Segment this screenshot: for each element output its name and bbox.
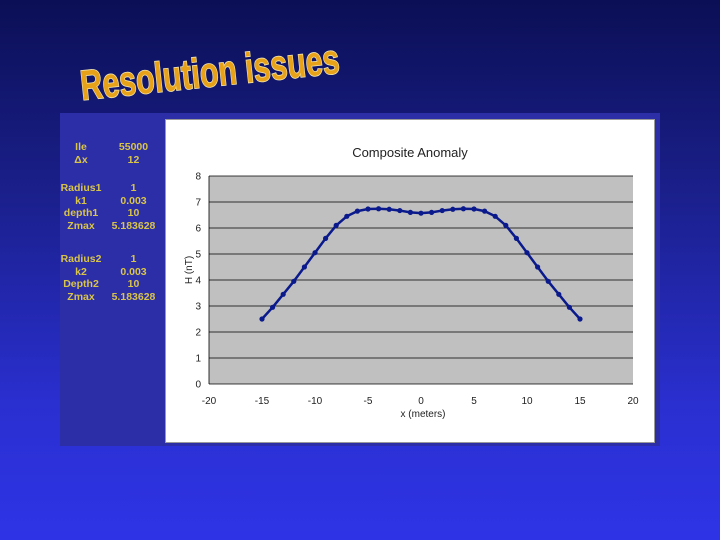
parameter-row: depth1 10: [60, 207, 165, 220]
parameter-row: k2 0.003: [60, 266, 165, 279]
y-tick-label: 1: [195, 354, 201, 365]
parameter-name: Δx: [74, 153, 88, 166]
content-panel: Ile 55000 Δx 12 Radius1 1 k1 0.003 depth1 10 Zmax…: [60, 113, 660, 446]
data-point: [344, 213, 350, 219]
parameter-table: Ile 55000 Δx 12 Radius1 1 k1 0.003 depth1 10 Zmax…: [60, 113, 165, 446]
x-tick-label: 5: [471, 396, 477, 407]
slide-title-text: Resolution issues: [78, 35, 341, 109]
chart-title: Composite Anomaly: [352, 145, 468, 160]
parameter-value: 10: [127, 207, 140, 219]
data-point: [439, 207, 445, 214]
x-tick-label: 15: [574, 396, 586, 407]
data-point: [397, 207, 403, 214]
parameter-value: 0.003: [120, 194, 147, 207]
data-point: [460, 206, 466, 212]
parameter-group-1: Ile 55000 Δx 12: [60, 141, 165, 166]
parameter-row: Zmax 5.183628: [60, 220, 165, 233]
parameter-row: Δx 12: [60, 154, 165, 167]
data-point: [429, 209, 435, 215]
data-point: [354, 208, 360, 214]
x-axis-ticks: -20 -15 -10 -5 0 5 10 15 20: [202, 396, 639, 407]
parameter-name: k2: [75, 265, 87, 278]
y-tick-label: 4: [195, 276, 201, 287]
x-tick-label: -10: [308, 396, 323, 407]
y-tick-label: 8: [195, 172, 201, 183]
y-tick-label: 7: [195, 198, 201, 209]
data-point: [482, 208, 488, 214]
parameter-row: Radius2 1: [60, 253, 165, 266]
y-tick-label: 0: [195, 380, 201, 391]
parameter-row: k1 0.003: [60, 195, 165, 208]
data-point: [450, 206, 456, 212]
data-point: [270, 304, 276, 310]
data-point: [365, 206, 371, 212]
y-axis-label: H (nT): [184, 256, 195, 284]
data-point: [333, 222, 339, 228]
data-point: [407, 209, 413, 215]
data-point: [291, 278, 297, 284]
x-tick-label: -5: [364, 396, 373, 407]
x-axis-label: x (meters): [401, 409, 446, 420]
parameter-row: Radius1 1: [60, 182, 165, 195]
parameter-value: 1: [130, 253, 137, 265]
gridlines: [208, 175, 633, 385]
parameter-value: 1: [130, 182, 137, 194]
data-point: [418, 210, 424, 216]
composite-anomaly-chart: Composite Anomaly 0 1 2 3 4 5 6 7 8 -20 -15 -10 -5 0…: [184, 145, 639, 420]
data-point: [535, 264, 541, 270]
parameter-value: 55000: [118, 141, 149, 153]
data-point: [566, 304, 572, 310]
parameter-value: 10: [127, 278, 140, 290]
data-point: [471, 206, 477, 212]
data-point: [556, 291, 562, 297]
y-tick-label: 2: [195, 328, 201, 339]
parameter-name: Zmax: [67, 219, 95, 232]
parameter-name: Depth2: [63, 278, 99, 290]
parameter-group-3: Radius2 1 k2 0.003 Depth2 10 Zmax 5.183628: [60, 253, 165, 303]
data-point: [545, 278, 551, 284]
data-point: [301, 264, 307, 270]
x-tick-label: 10: [521, 396, 533, 407]
parameter-row: Zmax 5.183628: [60, 291, 165, 304]
y-axis-ticks: 0 1 2 3 4 5 6 7 8: [195, 172, 201, 391]
parameter-value: 5.183628: [111, 219, 156, 232]
parameter-value: 5.183628: [111, 290, 156, 303]
data-point: [259, 316, 265, 322]
data-point: [503, 222, 509, 228]
slide-title: Resolution issues: [77, 34, 342, 110]
parameter-name: k1: [75, 194, 87, 207]
data-point: [513, 235, 519, 241]
data-point: [524, 250, 530, 256]
parameter-value: 12: [127, 153, 140, 166]
x-tick-label: -15: [255, 396, 270, 407]
parameter-group-2: Radius1 1 k1 0.003 depth1 10 Zmax 5.183628: [60, 182, 165, 232]
parameter-name: Zmax: [67, 290, 95, 303]
data-point: [577, 316, 583, 322]
parameter-row: Ile 55000: [60, 141, 165, 154]
data-point: [386, 206, 392, 212]
parameter-value: 0.003: [120, 265, 147, 278]
parameter-name: depth1: [63, 207, 99, 219]
x-tick-label: -20: [202, 396, 217, 407]
parameter-name: Radius2: [60, 253, 102, 265]
data-point: [376, 206, 382, 212]
x-tick-label: 20: [627, 396, 639, 407]
parameter-name: Radius1: [60, 182, 102, 194]
y-tick-label: 6: [195, 224, 201, 235]
data-point: [280, 291, 286, 297]
y-tick-label: 5: [195, 250, 201, 261]
series-layer: [259, 206, 583, 322]
parameter-name: Ile: [75, 141, 87, 153]
data-point: [492, 213, 498, 219]
parameter-row: Depth2 10: [60, 278, 165, 291]
x-tick-label: 0: [418, 396, 424, 407]
data-point: [323, 235, 329, 241]
y-tick-label: 3: [195, 302, 201, 313]
chart-frame: Composite Anomaly 0 1 2 3 4 5 6 7 8 -20 -15 -10 -5 0…: [165, 119, 655, 443]
data-point: [312, 250, 318, 256]
